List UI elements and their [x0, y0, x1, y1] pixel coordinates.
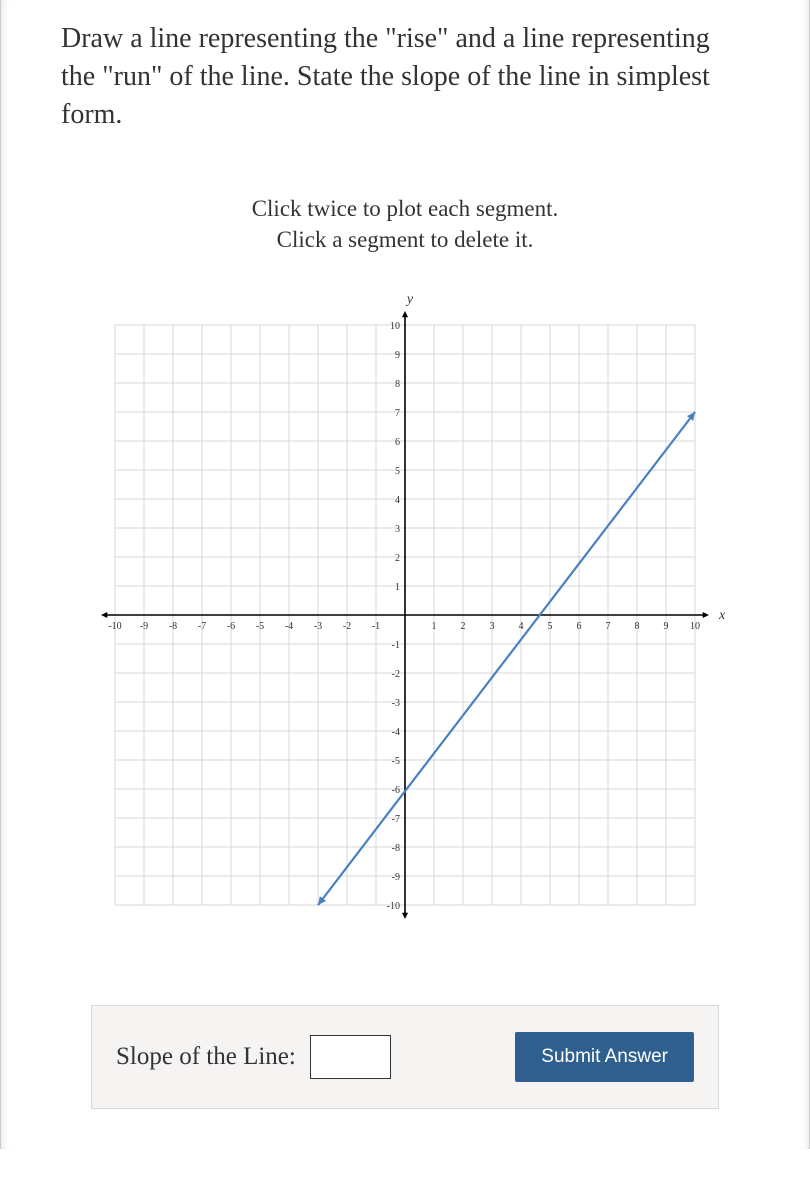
- coordinate-graph[interactable]: -10 -9 -8 -7 -6 -5 -4 -3 -2 -1 1 2 3 4 5 6 7 8 9 10 -10 -9 -8 -…: [80, 285, 730, 925]
- svg-text:3: 3: [395, 524, 400, 535]
- page-container: Draw a line representing the "rise" and …: [0, 0, 810, 1149]
- svg-text:-1: -1: [392, 640, 400, 651]
- submit-answer-button[interactable]: Submit Answer: [515, 1032, 694, 1082]
- answer-panel: Slope of the Line: Submit Answer: [91, 1005, 719, 1109]
- svg-text:y: y: [405, 292, 414, 307]
- svg-text:2: 2: [395, 553, 400, 564]
- svg-text:-3: -3: [392, 698, 400, 709]
- svg-text:-5: -5: [256, 621, 264, 632]
- svg-text:-7: -7: [392, 814, 400, 825]
- svg-text:-10: -10: [387, 901, 400, 912]
- svg-text:8: 8: [395, 379, 400, 390]
- svg-text:-3: -3: [314, 621, 322, 632]
- svg-text:-1: -1: [372, 621, 380, 632]
- svg-text:x: x: [718, 608, 726, 623]
- svg-text:3: 3: [490, 621, 495, 632]
- svg-text:-9: -9: [140, 621, 148, 632]
- svg-text:9: 9: [395, 350, 400, 361]
- svg-text:-8: -8: [169, 621, 177, 632]
- svg-text:5: 5: [548, 621, 553, 632]
- svg-text:-4: -4: [392, 727, 400, 738]
- svg-text:10: 10: [390, 321, 400, 332]
- svg-text:-8: -8: [392, 843, 400, 854]
- slope-label: Slope of the Line:: [116, 1043, 296, 1071]
- graph-area[interactable]: -10 -9 -8 -7 -6 -5 -4 -3 -2 -1 1 2 3 4 5 6 7 8 9 10 -10 -9 -8 -…: [61, 285, 749, 925]
- question-text: Draw a line representing the "rise" and …: [61, 20, 749, 133]
- svg-text:6: 6: [577, 621, 582, 632]
- graph-instructions: Click twice to plot each segment. Click …: [61, 193, 749, 255]
- slope-input[interactable]: [310, 1035, 391, 1079]
- svg-text:-2: -2: [392, 669, 400, 680]
- svg-text:-5: -5: [392, 756, 400, 767]
- svg-text:-2: -2: [343, 621, 351, 632]
- svg-text:9: 9: [664, 621, 669, 632]
- svg-text:7: 7: [606, 621, 611, 632]
- svg-text:7: 7: [395, 408, 400, 419]
- svg-text:4: 4: [395, 495, 400, 506]
- svg-text:-6: -6: [392, 785, 400, 796]
- svg-text:1: 1: [432, 621, 437, 632]
- svg-text:6: 6: [395, 437, 400, 448]
- svg-text:2: 2: [461, 621, 466, 632]
- svg-text:-10: -10: [108, 621, 121, 632]
- svg-text:1: 1: [395, 582, 400, 593]
- svg-text:4: 4: [519, 621, 524, 632]
- instruction-line-2: Click a segment to delete it.: [61, 224, 749, 255]
- svg-text:-4: -4: [285, 621, 293, 632]
- instruction-line-1: Click twice to plot each segment.: [61, 193, 749, 224]
- svg-text:-7: -7: [198, 621, 206, 632]
- svg-text:10: 10: [690, 621, 700, 632]
- svg-text:8: 8: [635, 621, 640, 632]
- svg-text:5: 5: [395, 466, 400, 477]
- svg-text:-6: -6: [227, 621, 235, 632]
- svg-text:-9: -9: [392, 872, 400, 883]
